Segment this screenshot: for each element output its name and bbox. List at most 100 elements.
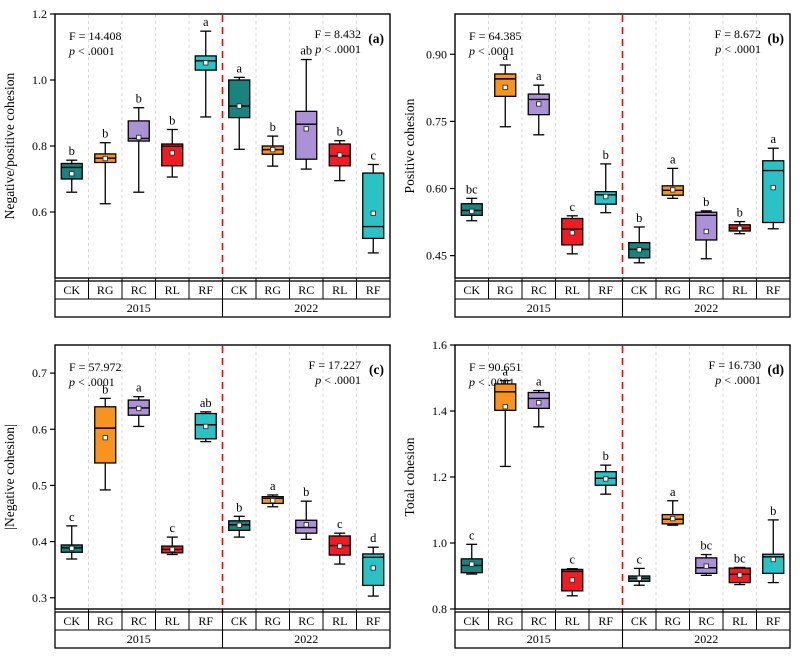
category-label: RG [497,614,514,628]
category-label: RC [298,283,314,297]
mean-marker [303,126,309,132]
box-2015-RC: a [127,381,150,428]
mean-marker [136,405,142,412]
box-2015-CK: b [60,144,83,193]
y-tick-label: 1.2 [432,470,447,484]
y-axis-label: Total cohesion [402,437,417,516]
box-2015-RG: b [94,382,117,491]
mean-marker [536,400,542,406]
box-2022-RC: bc [695,539,718,576]
category-label: RG [497,283,514,297]
category-label: RL [565,283,580,297]
panel-d-total-cohesion: 0.8 1.0 1.2 1.4 1.6 Total cohesion F = 90.651 p… [400,331,800,661]
box-2022-CK: a [228,61,251,150]
mean-marker [270,497,276,504]
box-2022-RC: b [695,195,718,260]
category-label: CK [63,614,80,628]
category-label: RF [766,283,781,297]
year-label: 2022 [694,632,718,646]
significance-letter: a [270,479,276,493]
category-label: RC [698,614,714,628]
mean-marker [569,230,575,236]
box-2015-RF: a [194,15,217,118]
box-2022-CK: b [628,211,651,264]
stat-f-value: F = 64.385 [469,29,521,43]
significance-letter: b [270,120,276,134]
stat-p-value: p < .0001 [314,42,361,56]
box-2015-RG: a [494,49,517,128]
significance-letter: a [136,381,142,395]
category-label: RF [198,614,213,628]
mean-marker [770,556,776,563]
stat-f-value: F = 8.432 [315,27,361,41]
significance-letter: c [636,552,642,566]
year-label: 2022 [294,632,318,646]
category-label: CK [231,614,248,628]
significance-letter: b [102,382,108,396]
y-tick-label: 0.60 [426,182,447,196]
mean-marker [469,561,475,567]
significance-letter: c [169,521,175,535]
plot-border [54,344,391,610]
significance-letter: b [636,211,642,225]
mean-marker [69,171,75,177]
mean-marker [102,155,108,162]
y-tick-label: 0.45 [426,249,447,263]
stat-p-value: p < .0001 [68,44,115,58]
y-tick-label: 0.90 [426,47,447,61]
mean-marker [636,247,642,253]
category-label: RL [565,614,580,628]
box-2022-RG: a [261,479,284,508]
significance-letter: b [737,206,743,220]
mean-marker [102,435,108,441]
mean-marker [370,210,376,216]
y-axis-label: |Negative cohesion| [2,424,17,530]
plot-border [454,344,791,610]
category-label: RG [664,614,681,628]
year-label: 2015 [127,632,151,646]
mean-marker [502,404,508,410]
y-tick-label: 0.4 [32,535,47,549]
box-2015-RL: c [161,521,184,556]
mean-marker [337,152,343,158]
significance-letter: b [236,500,242,514]
category-label: RL [165,283,180,297]
stat-f-value: F = 16.730 [709,358,761,372]
box-2015-RG: b [94,127,117,205]
mean-marker [670,515,676,522]
mean-marker [737,225,743,231]
significance-letter: bc [466,182,478,196]
panel-a-negative-positive-cohesion: 0.6 0.8 1.0 1.2 Negative/positive cohesion F … [0,0,400,330]
box-2022-RC: b [295,485,318,540]
category-label: RG [264,614,281,628]
mean-marker [636,575,642,581]
box-2015-CK: c [60,510,83,560]
category-label: RF [598,283,613,297]
box-2015-RC: a [527,69,550,136]
box-2022-RL: c [328,517,351,565]
box-2022-CK: c [628,552,651,586]
year-label: 2015 [527,301,551,315]
category-label: RL [332,614,347,628]
box-2022-RL: bc [728,551,751,586]
significance-letter: b [603,148,609,162]
box-2022-RF: c [362,148,385,254]
category-label: RL [732,614,747,628]
category-label: RF [198,283,213,297]
year-label: 2022 [294,301,318,315]
y-tick-label: 1.2 [32,7,47,21]
mean-marker [603,476,609,482]
category-label: CK [63,283,80,297]
mean-marker [169,150,175,156]
significance-letter: b [303,485,309,499]
significance-letter: a [536,69,542,83]
panel-c-negative-cohesion: 0.3 0.4 0.5 0.6 0.7 |Negative cohesion| F = 57… [0,331,400,661]
category-label: RL [165,614,180,628]
year-label: 2022 [694,301,718,315]
box-2015-RL: c [561,553,584,597]
category-label: RG [97,283,114,297]
significance-letter: ab [200,396,212,410]
stat-f-value: F = 14.408 [69,29,121,43]
significance-letter: a [670,485,676,499]
